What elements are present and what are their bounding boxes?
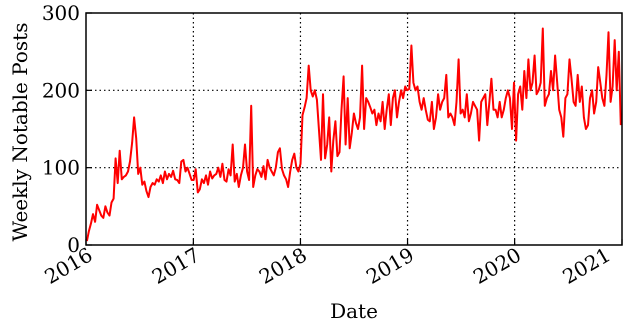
series-line (85, 27, 622, 242)
x-tick-label: 2020 (469, 243, 525, 289)
x-tick-label: 2019 (362, 243, 418, 289)
y-axis-label: Weekly Notable Posts (8, 23, 32, 242)
grid (86, 13, 622, 245)
y-tick-label: 100 (42, 156, 80, 180)
x-tick-label: 2017 (148, 243, 204, 289)
x-tick-label: 2018 (255, 243, 311, 289)
y-axis: 0 100 200 300 (42, 1, 92, 257)
x-axis: 2016 2017 2018 2019 2020 2021 (40, 239, 623, 289)
x-tick-label: 2021 (558, 243, 614, 289)
y-tick-label: 200 (42, 78, 80, 102)
data-series (85, 27, 622, 242)
y-tick-label: 0 (67, 233, 80, 257)
x-axis-label: Date (330, 299, 378, 323)
plot-frame (85, 12, 623, 246)
y-tick-label: 300 (42, 1, 80, 25)
